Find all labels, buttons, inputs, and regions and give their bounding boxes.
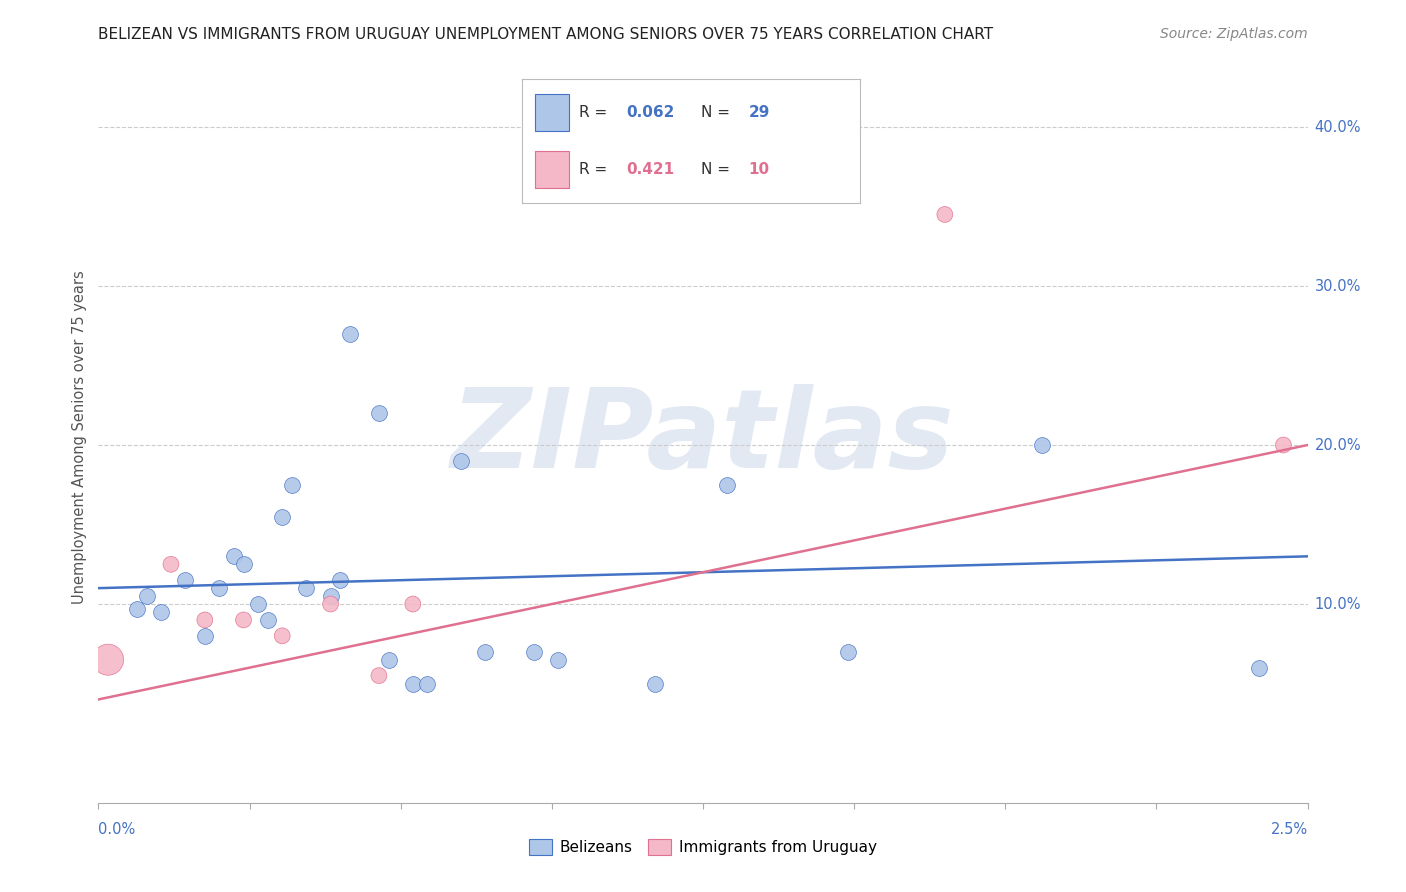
Legend: Belizeans, Immigrants from Uruguay: Belizeans, Immigrants from Uruguay — [523, 833, 883, 861]
Point — [271, 509, 294, 524]
Point — [194, 629, 217, 643]
Point — [474, 645, 496, 659]
Point — [256, 613, 278, 627]
Text: 20.0%: 20.0% — [1315, 438, 1361, 452]
Text: 40.0%: 40.0% — [1315, 120, 1361, 135]
Point — [174, 573, 197, 587]
Point — [837, 645, 859, 659]
Point — [295, 581, 318, 595]
Point — [716, 477, 738, 491]
Point — [232, 613, 254, 627]
Point — [402, 676, 425, 690]
Text: 30.0%: 30.0% — [1315, 278, 1361, 293]
Point — [208, 581, 231, 595]
Point — [644, 676, 666, 690]
Text: 0.0%: 0.0% — [98, 822, 135, 837]
Point — [450, 454, 472, 468]
Point — [194, 613, 217, 627]
Point — [934, 207, 956, 221]
Point — [281, 477, 304, 491]
Point — [547, 653, 569, 667]
Point — [319, 597, 342, 611]
Point — [222, 549, 245, 564]
Point — [368, 406, 391, 420]
Point — [368, 668, 391, 682]
Point — [1249, 660, 1271, 674]
Point — [416, 676, 439, 690]
Point — [97, 653, 120, 667]
Point — [247, 597, 270, 611]
Point — [232, 558, 254, 572]
Point — [135, 589, 157, 603]
Point — [377, 653, 399, 667]
Point — [1031, 438, 1053, 452]
Text: BELIZEAN VS IMMIGRANTS FROM URUGUAY UNEMPLOYMENT AMONG SENIORS OVER 75 YEARS COR: BELIZEAN VS IMMIGRANTS FROM URUGUAY UNEM… — [98, 27, 994, 42]
Text: 10.0%: 10.0% — [1315, 597, 1361, 612]
Point — [1272, 438, 1295, 452]
Point — [150, 605, 173, 619]
Point — [271, 629, 294, 643]
Point — [319, 589, 342, 603]
Point — [523, 645, 546, 659]
Point — [329, 573, 352, 587]
Point — [402, 597, 425, 611]
Text: ZIPatlas: ZIPatlas — [451, 384, 955, 491]
Point — [127, 602, 149, 616]
Text: 2.5%: 2.5% — [1271, 822, 1308, 837]
Point — [339, 326, 361, 341]
Point — [160, 558, 183, 572]
Text: Source: ZipAtlas.com: Source: ZipAtlas.com — [1160, 27, 1308, 41]
Y-axis label: Unemployment Among Seniors over 75 years: Unemployment Among Seniors over 75 years — [72, 270, 87, 604]
